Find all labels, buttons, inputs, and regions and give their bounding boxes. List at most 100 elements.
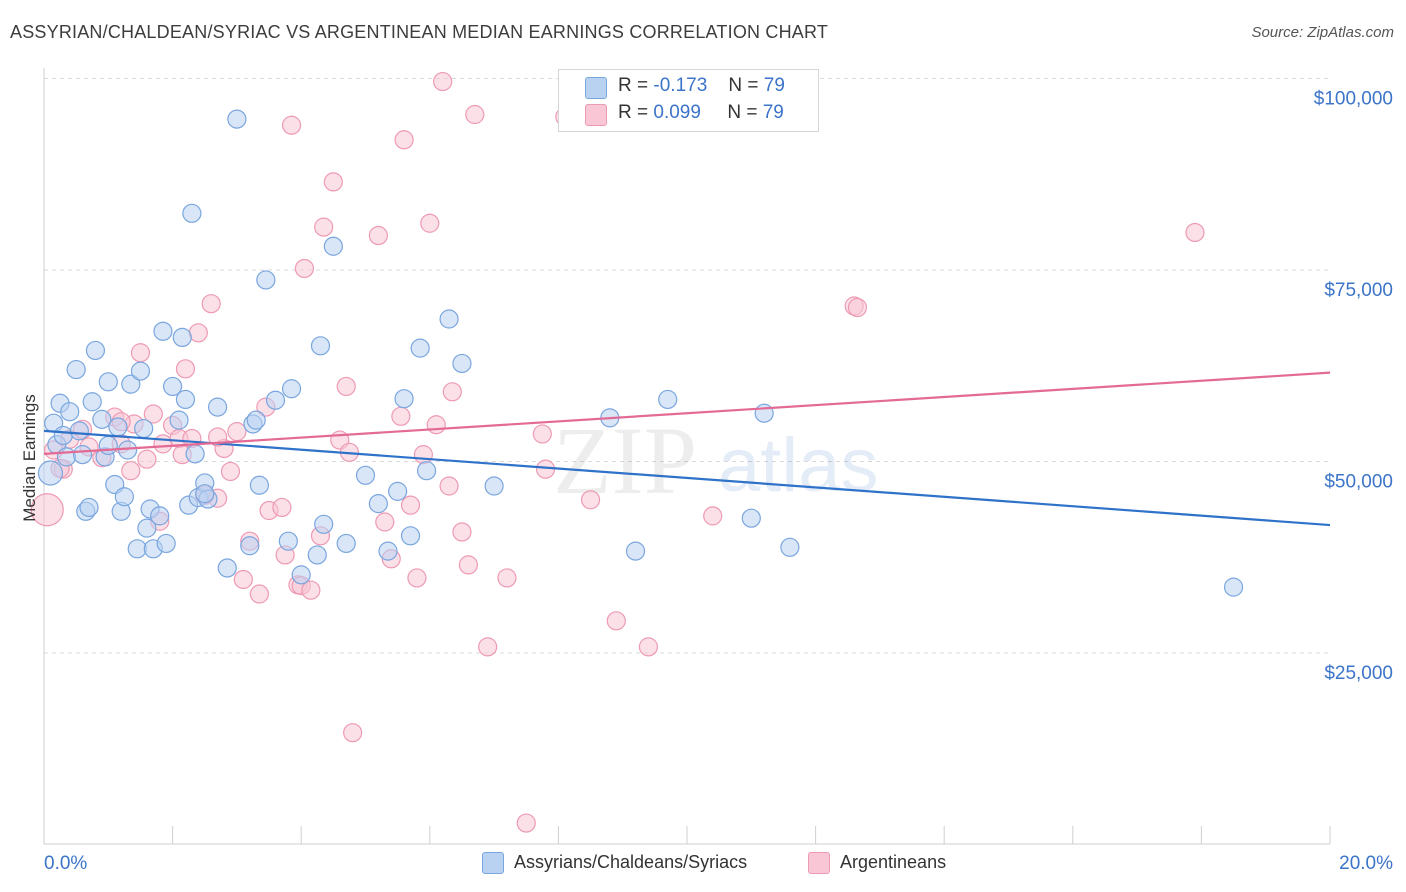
- x-tick-labels: 0.0% 20.0%: [44, 853, 1393, 874]
- data-point: [291, 565, 311, 585]
- y-tick-label: $75,000: [1324, 280, 1393, 301]
- data-point: [114, 487, 134, 507]
- data-point: [780, 537, 800, 557]
- data-point: [175, 389, 196, 410]
- data-point: [478, 637, 498, 657]
- trend-lines: [43, 371, 1331, 527]
- data-point: [1223, 577, 1244, 597]
- data-point: [458, 555, 478, 575]
- legend-n-label: N =: [728, 75, 759, 96]
- data-point: [484, 476, 504, 496]
- data-point: [375, 512, 395, 532]
- data-point: [336, 533, 356, 554]
- axes: [43, 68, 1331, 845]
- data-point: [195, 484, 215, 504]
- data-point: [185, 444, 205, 464]
- data-point: [208, 397, 228, 417]
- data-point: [343, 723, 363, 743]
- x-tick-label: 0.0%: [44, 853, 87, 874]
- data-point: [217, 558, 237, 578]
- data-point: [703, 506, 723, 526]
- data-point: [130, 343, 151, 363]
- data-point: [127, 539, 147, 559]
- data-point: [301, 580, 321, 600]
- data-point: [175, 359, 196, 379]
- data-point: [452, 353, 472, 374]
- data-point: [233, 569, 253, 590]
- y-tick-label: $50,000: [1324, 472, 1393, 493]
- data-point: [658, 389, 678, 410]
- data-point: [272, 497, 292, 518]
- trend-line-assyrians: [43, 429, 1331, 527]
- data-point: [336, 376, 356, 397]
- data-point: [294, 258, 315, 279]
- legend-swatch-blue: [585, 77, 607, 99]
- data-point: [150, 506, 170, 526]
- data-point: [426, 415, 446, 435]
- gridlines: [44, 78, 1330, 654]
- data-point: [452, 522, 472, 542]
- data-point: [278, 531, 298, 551]
- data-point: [433, 71, 453, 92]
- series-argentineans: [30, 71, 1205, 833]
- data-point: [407, 568, 427, 588]
- y-tick-label: $100,000: [1314, 89, 1393, 110]
- data-point: [137, 518, 157, 538]
- legend-label-argentineans: Argentineans: [840, 852, 947, 872]
- data-point: [69, 421, 89, 441]
- data-point: [410, 338, 430, 358]
- data-point: [256, 270, 276, 290]
- data-point: [368, 225, 388, 246]
- data-point: [227, 422, 247, 442]
- data-point: [227, 109, 247, 129]
- data-point: [307, 545, 327, 565]
- legend-n-value: 79: [762, 102, 784, 123]
- data-point: [420, 213, 440, 233]
- data-point: [249, 584, 270, 604]
- data-point: [388, 481, 408, 501]
- data-point: [98, 435, 118, 456]
- legend-r-value: 0.099: [653, 102, 701, 123]
- data-point: [82, 392, 102, 412]
- data-point: [310, 336, 331, 356]
- data-point: [355, 465, 376, 485]
- legend-r-label: R =: [618, 75, 649, 96]
- data-point: [130, 361, 151, 381]
- data-point: [394, 389, 414, 409]
- data-point: [240, 536, 260, 556]
- data-point: [625, 541, 646, 561]
- data-point: [85, 340, 106, 361]
- chart-title: ASSYRIAN/CHALDEAN/SYRIAC VS ARGENTINEAN …: [10, 22, 829, 42]
- data-point: [1185, 222, 1205, 243]
- legend-n-value: 79: [763, 75, 785, 96]
- legend-n-label: N =: [727, 102, 758, 123]
- data-point: [378, 541, 398, 561]
- data-point: [134, 418, 154, 439]
- correlation-legend: R = -0.173 N = 79 R = 0.099 N = 79: [558, 69, 819, 132]
- watermark: ZIP atlas: [553, 407, 879, 514]
- data-point: [391, 406, 411, 426]
- data-point: [442, 382, 462, 402]
- watermark-atlas: atlas: [718, 423, 879, 508]
- data-point: [638, 637, 659, 657]
- data-point: [249, 475, 270, 495]
- data-point: [121, 374, 141, 394]
- data-point: [368, 494, 388, 514]
- y-tick-labels: $25,000 $50,000 $75,000 $100,000: [1314, 89, 1393, 685]
- data-point: [201, 294, 221, 314]
- data-point: [121, 461, 141, 481]
- x-tick-label: 20.0%: [1339, 853, 1393, 874]
- data-point: [281, 115, 302, 135]
- data-point: [847, 297, 867, 318]
- legend-swatch-blue: [482, 852, 504, 874]
- data-point: [172, 327, 192, 348]
- data-point: [108, 417, 128, 437]
- data-point: [465, 104, 485, 125]
- data-point: [188, 323, 208, 343]
- data-point: [606, 611, 626, 631]
- data-point: [281, 379, 302, 399]
- data-point: [532, 424, 552, 444]
- data-point: [60, 402, 80, 422]
- data-point: [400, 526, 421, 546]
- y-axis-label: Median Earnings: [20, 394, 39, 522]
